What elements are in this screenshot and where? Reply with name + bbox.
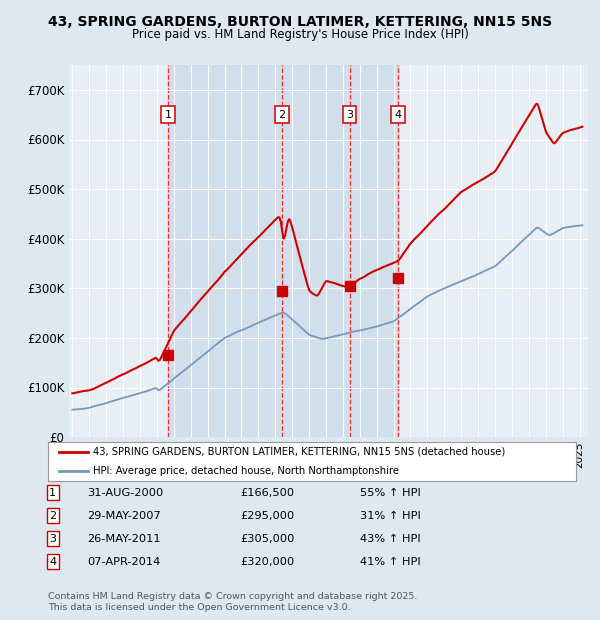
Text: 31-AUG-2000: 31-AUG-2000 — [87, 488, 163, 498]
Text: 41% ↑ HPI: 41% ↑ HPI — [360, 557, 421, 567]
Text: 3: 3 — [346, 110, 353, 120]
Text: This data is licensed under the Open Government Licence v3.0.: This data is licensed under the Open Gov… — [48, 603, 350, 612]
Text: 43% ↑ HPI: 43% ↑ HPI — [360, 534, 421, 544]
Text: 43, SPRING GARDENS, BURTON LATIMER, KETTERING, NN15 5NS (detached house): 43, SPRING GARDENS, BURTON LATIMER, KETT… — [93, 446, 505, 457]
Text: £320,000: £320,000 — [240, 557, 294, 567]
Text: 2: 2 — [49, 511, 56, 521]
Text: 2: 2 — [278, 110, 286, 120]
Text: Price paid vs. HM Land Registry's House Price Index (HPI): Price paid vs. HM Land Registry's House … — [131, 28, 469, 40]
Text: £305,000: £305,000 — [240, 534, 295, 544]
Text: 55% ↑ HPI: 55% ↑ HPI — [360, 488, 421, 498]
Text: £166,500: £166,500 — [240, 488, 294, 498]
Text: 26-MAY-2011: 26-MAY-2011 — [87, 534, 161, 544]
Text: 1: 1 — [165, 110, 172, 120]
Text: 3: 3 — [49, 534, 56, 544]
Text: £295,000: £295,000 — [240, 511, 294, 521]
Bar — [168, 65, 398, 437]
Text: 31% ↑ HPI: 31% ↑ HPI — [360, 511, 421, 521]
Text: Contains HM Land Registry data © Crown copyright and database right 2025.: Contains HM Land Registry data © Crown c… — [48, 592, 418, 601]
Text: 4: 4 — [395, 110, 402, 120]
Text: 1: 1 — [49, 488, 56, 498]
Text: 43, SPRING GARDENS, BURTON LATIMER, KETTERING, NN15 5NS: 43, SPRING GARDENS, BURTON LATIMER, KETT… — [48, 15, 552, 29]
Text: 29-MAY-2007: 29-MAY-2007 — [87, 511, 161, 521]
Text: 07-APR-2014: 07-APR-2014 — [87, 557, 160, 567]
Text: 4: 4 — [49, 557, 56, 567]
Text: HPI: Average price, detached house, North Northamptonshire: HPI: Average price, detached house, Nort… — [93, 466, 399, 476]
